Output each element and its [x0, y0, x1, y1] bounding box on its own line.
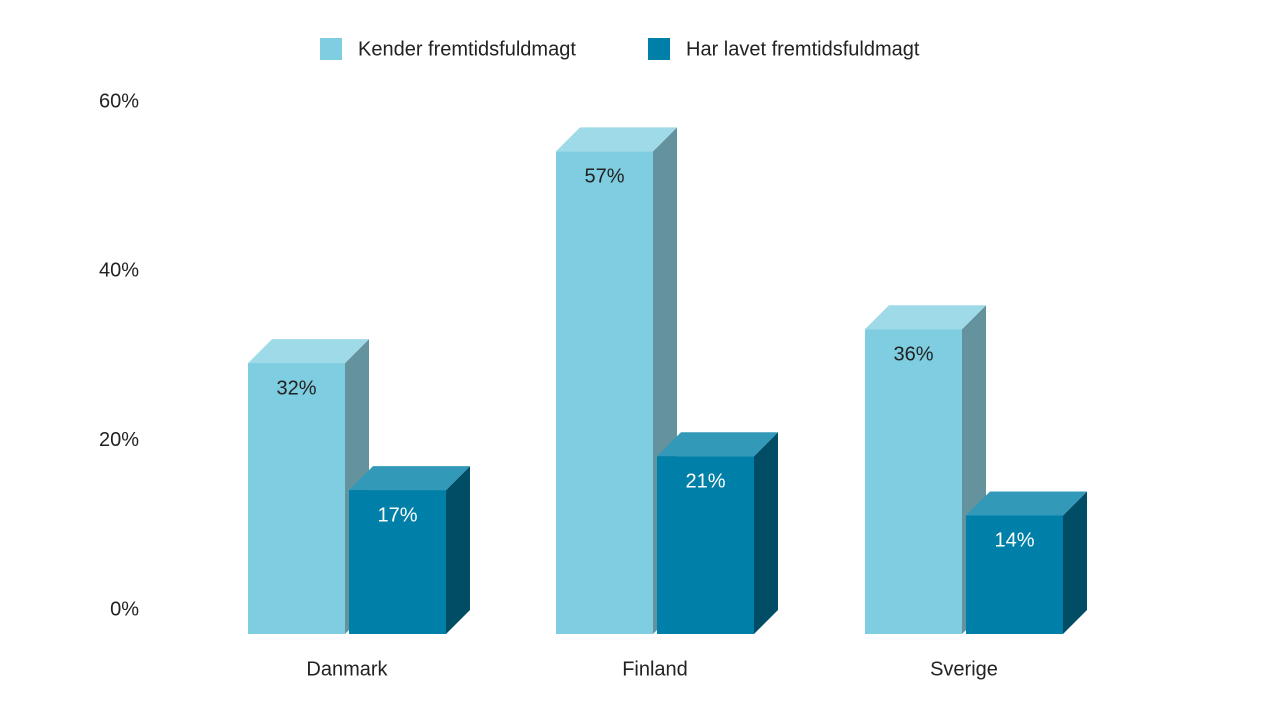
- y-tick-label: 60%: [99, 90, 139, 112]
- bar: [248, 363, 345, 634]
- legend-label: Kender fremtidsfuldmagt: [358, 38, 576, 60]
- y-tick-label: 20%: [99, 429, 139, 451]
- bar-side: [446, 466, 470, 634]
- x-tick-label: Finland: [622, 658, 688, 680]
- bar-top: [657, 432, 778, 457]
- bar-top: [865, 305, 986, 330]
- bar: [865, 329, 962, 634]
- bar-top: [248, 339, 369, 364]
- bar: [556, 151, 653, 634]
- value-label: 21%: [685, 470, 725, 492]
- value-label: 17%: [377, 504, 417, 526]
- y-tick-label: 40%: [99, 260, 139, 282]
- bar: [657, 456, 754, 634]
- bar-top: [349, 466, 470, 491]
- bar-side: [1063, 491, 1087, 634]
- bar-side: [754, 432, 778, 634]
- value-label: 14%: [994, 530, 1034, 552]
- bar: [966, 515, 1063, 634]
- y-tick-label: 0%: [110, 598, 139, 620]
- value-label: 32%: [276, 377, 316, 399]
- legend-swatch: [320, 38, 342, 60]
- legend-swatch: [648, 38, 670, 60]
- x-tick-label: Danmark: [306, 658, 388, 680]
- bar-top: [966, 491, 1087, 516]
- bar: [349, 490, 446, 634]
- value-label: 36%: [893, 343, 933, 365]
- legend-label: Har lavet fremtidsfuldmagt: [686, 38, 920, 60]
- bar-top: [556, 127, 677, 152]
- value-label: 57%: [584, 166, 624, 188]
- x-tick-label: Sverige: [930, 658, 998, 680]
